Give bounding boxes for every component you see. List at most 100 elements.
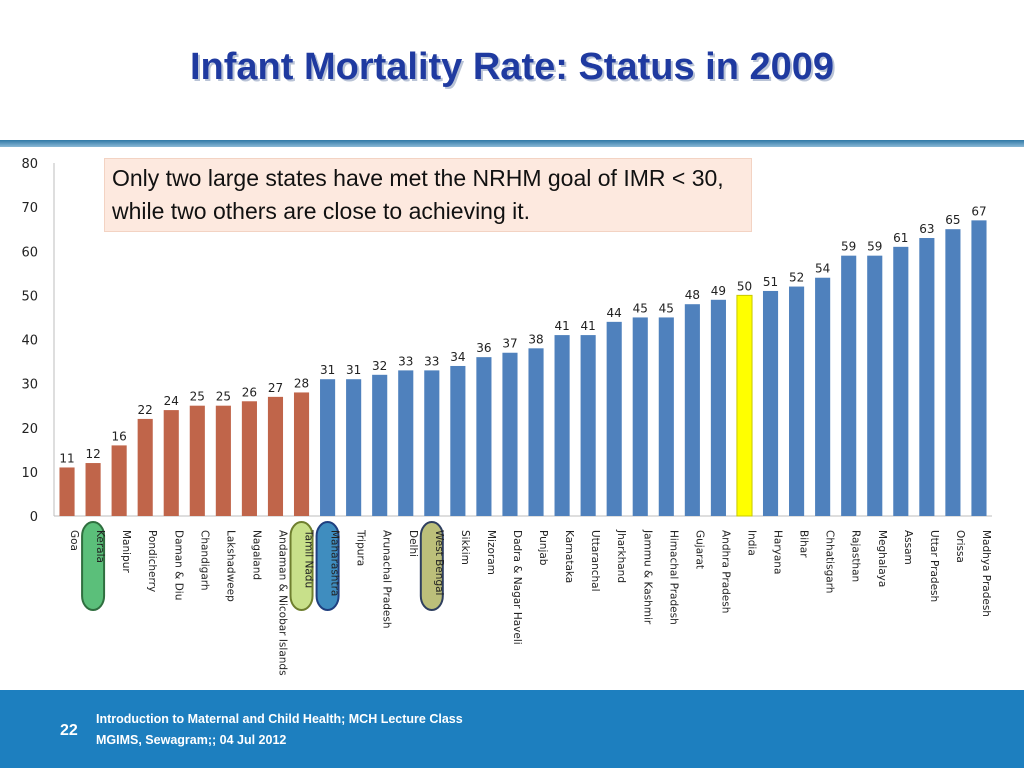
bar-value-label: 25 <box>190 390 205 404</box>
bar-value-label: 67 <box>971 204 986 218</box>
bar-value-label: 31 <box>320 363 335 377</box>
bar-value-label: 27 <box>268 381 283 395</box>
bar <box>945 229 961 516</box>
bar <box>815 277 831 516</box>
category-label: Goa <box>68 530 80 551</box>
y-tick-label: 20 <box>21 422 38 437</box>
bar-value-label: 32 <box>372 359 387 373</box>
category-label: Arunachal Pradesh <box>381 530 393 629</box>
bar-value-label: 28 <box>294 376 309 390</box>
y-tick-label: 70 <box>21 201 38 216</box>
bar-value-label: 34 <box>450 350 465 364</box>
footer-venue-line: MGIMS, Sewagram;; 04 Jul 2012 <box>96 733 287 747</box>
category-label: Delhi <box>407 530 419 557</box>
bar-value-label: 31 <box>346 363 361 377</box>
bar-value-label: 41 <box>554 319 569 333</box>
category-label: Haryana <box>772 530 784 574</box>
bar <box>867 255 883 516</box>
category-label: Madhya Pradesh <box>980 530 992 617</box>
bar <box>111 445 127 516</box>
category-label: Rajasthan <box>850 530 862 582</box>
bar <box>163 410 179 516</box>
bar <box>919 238 935 516</box>
bar-value-label: 26 <box>242 385 257 399</box>
bar-value-label: 41 <box>580 319 595 333</box>
y-tick-label: 40 <box>21 334 38 349</box>
category-label: Tamil Nadu <box>303 529 315 588</box>
y-tick-label: 0 <box>30 510 38 525</box>
bar-value-label: 61 <box>893 231 908 245</box>
bar <box>762 290 779 516</box>
bar-value-label: 37 <box>502 337 517 351</box>
category-label: Manipur <box>120 530 132 573</box>
category-label: Lakshadweep <box>224 530 236 602</box>
bar-value-label: 51 <box>763 275 778 289</box>
bar-value-label: 63 <box>919 222 934 236</box>
bar-value-label: 38 <box>528 332 543 346</box>
category-label: Kerala <box>94 530 106 563</box>
bar <box>267 396 284 516</box>
bar <box>736 294 753 517</box>
category-label: Gujarat <box>693 530 705 569</box>
category-label: Bihar <box>798 530 810 558</box>
bar-value-label: 45 <box>659 301 674 315</box>
bar <box>580 335 596 516</box>
bar <box>293 392 310 516</box>
category-label: Uttaranchal <box>589 530 601 592</box>
y-tick-label: 60 <box>21 245 38 260</box>
bar <box>606 321 622 516</box>
page-number: 22 <box>60 722 78 739</box>
category-label: Pondicherry <box>146 530 158 592</box>
category-label: Karnataka <box>563 530 575 583</box>
y-tick-label: 30 <box>21 378 38 393</box>
category-label: Meghalaya <box>876 530 888 587</box>
y-tick-label: 80 <box>21 157 38 172</box>
bar-value-label: 16 <box>111 429 126 443</box>
bar-value-label: 45 <box>633 301 648 315</box>
bar <box>398 370 414 516</box>
bar-value-label: 59 <box>841 240 856 254</box>
bar-value-label: 11 <box>59 451 74 465</box>
bar <box>346 379 362 516</box>
bar <box>528 348 544 516</box>
bar <box>241 401 257 516</box>
category-label: Himachal Pradesh <box>667 530 679 625</box>
bar <box>554 335 570 516</box>
bar <box>476 357 492 516</box>
category-label: Tripura <box>355 529 367 566</box>
category-label: Nagaland <box>250 530 262 580</box>
y-tick-label: 50 <box>21 289 38 304</box>
category-label: Maharashtra <box>329 530 341 596</box>
bar <box>789 286 805 516</box>
bar <box>372 374 388 516</box>
bar-value-label: 50 <box>737 279 752 293</box>
bar <box>658 317 674 516</box>
annotation-box <box>104 158 752 232</box>
bar <box>85 463 101 516</box>
category-label: Jharkhand <box>615 529 627 583</box>
category-label: Mizoram <box>485 530 497 575</box>
category-highlight-oval <box>289 521 314 611</box>
category-label: Andaman & Nicobar Islands <box>276 530 288 676</box>
bar-value-label: 59 <box>867 240 882 254</box>
category-label: Chhatisgarh <box>824 530 836 593</box>
bar <box>137 418 153 516</box>
bar <box>710 299 726 516</box>
bar <box>59 467 75 516</box>
category-highlight-oval <box>419 521 444 611</box>
bar <box>215 405 231 516</box>
bar-value-label: 54 <box>815 262 830 276</box>
bar <box>684 304 700 516</box>
category-label: Dadra & Nagar Haveli <box>511 530 523 645</box>
category-highlight-oval <box>315 521 340 611</box>
imr-bar-chart: 0 10 20 30 40 50 60 70 80 11 Goa 12 Kerala 16 Manipur 2… <box>21 157 992 676</box>
category-label: West Bengal <box>433 530 445 596</box>
category-label: India <box>745 530 757 556</box>
y-tick-label: 10 <box>21 466 38 481</box>
slide-title: Infant Mortality Rate: Status in 2009 <box>189 46 834 88</box>
footer-course-line: Introduction to Maternal and Child Healt… <box>96 712 463 726</box>
bar-value-label: 52 <box>789 271 804 285</box>
bar-value-label: 65 <box>945 213 960 227</box>
category-highlight-oval <box>81 521 106 611</box>
bar <box>632 317 648 516</box>
